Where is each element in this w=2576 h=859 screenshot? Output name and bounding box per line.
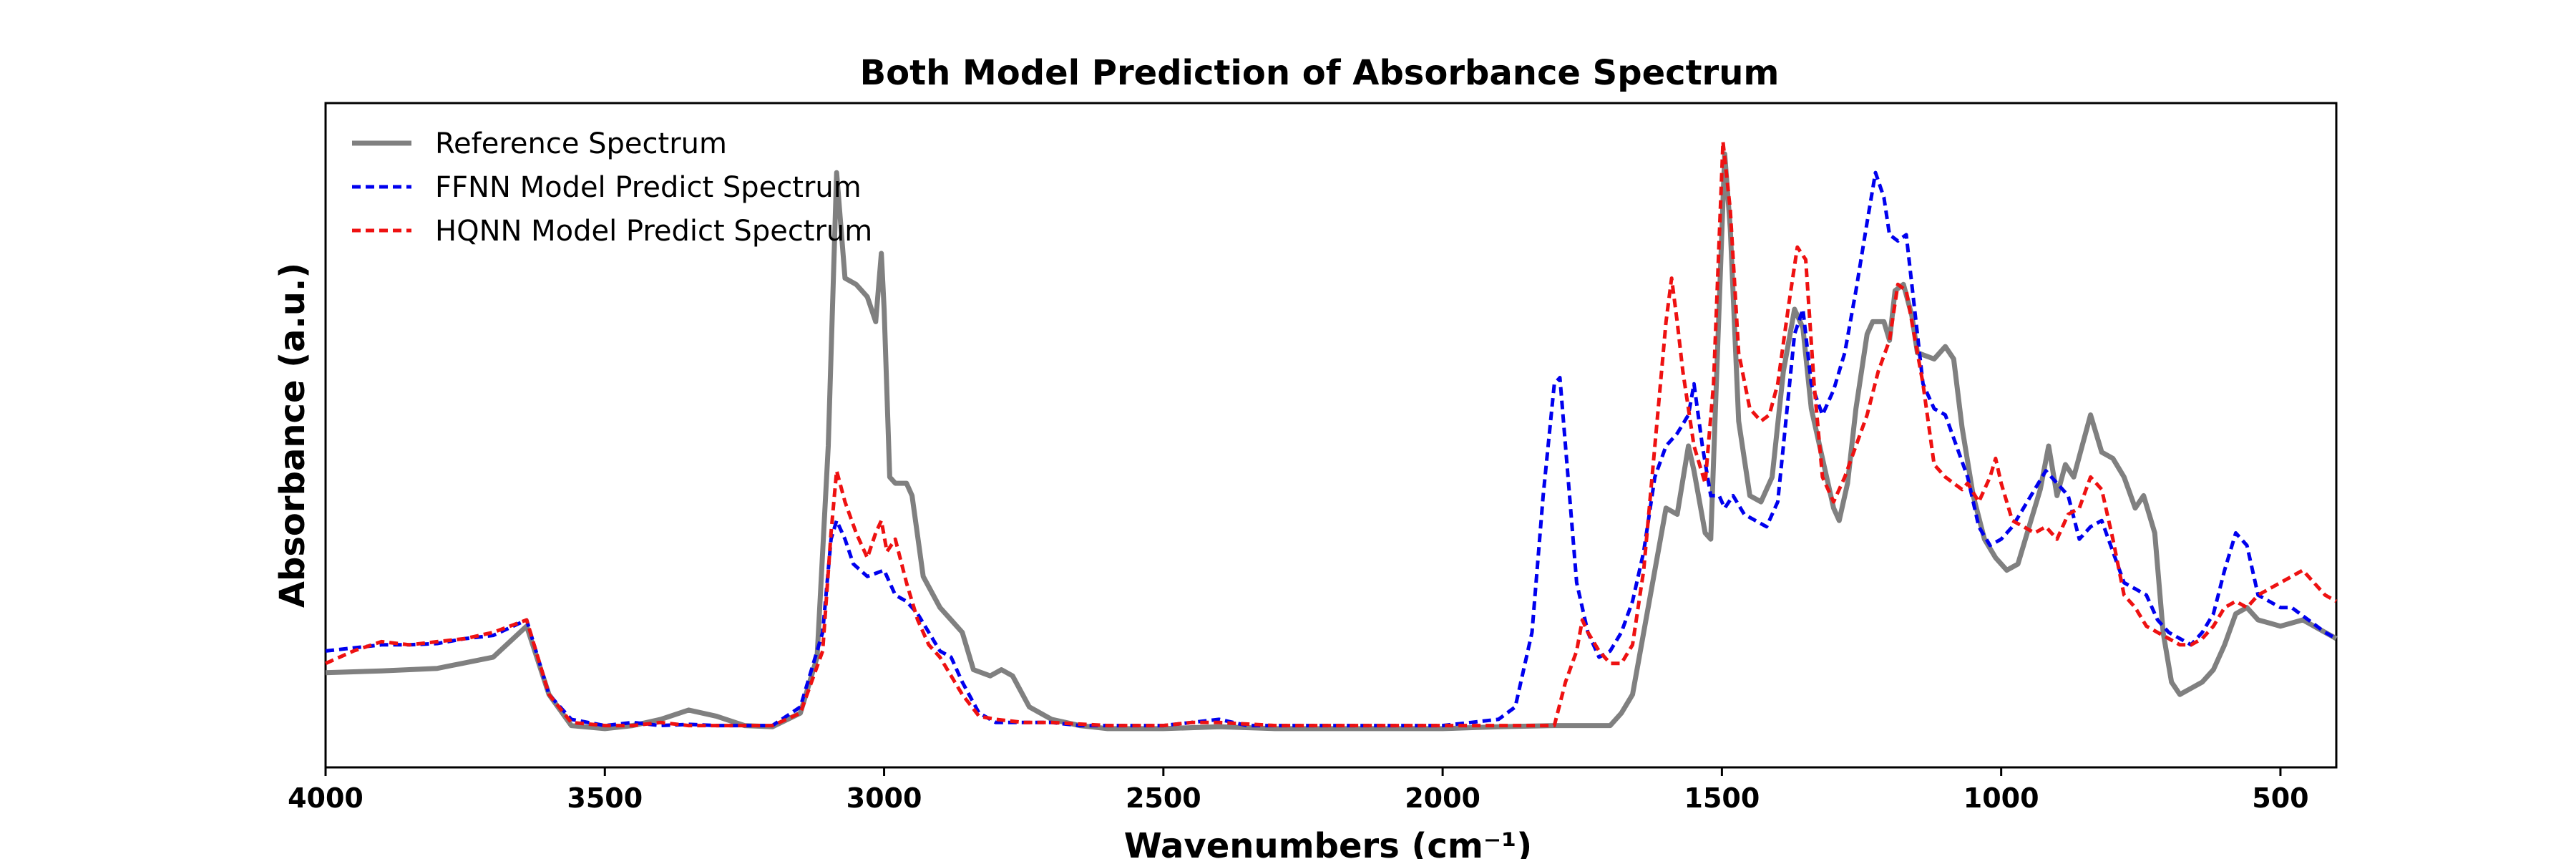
legend-label: HQNN Model Predict Spectrum — [435, 215, 872, 248]
x-tick-label: 2000 — [1405, 782, 1480, 814]
x-tick-label: 500 — [2252, 782, 2308, 814]
x-axis-label: Wavenumbers (cm⁻¹) — [1124, 826, 1532, 859]
chart-title: Both Model Prediction of Absorbance Spec… — [860, 53, 1780, 93]
series-line-1 — [325, 151, 2338, 732]
x-tick-label: 2500 — [1126, 782, 1201, 814]
y-axis-label: Absorbance (a.u.) — [273, 263, 313, 608]
series-line-3 — [324, 140, 2338, 728]
x-tick-label: 3000 — [847, 782, 922, 814]
legend-label: Reference Spectrum — [435, 127, 727, 160]
series-layer — [324, 140, 2338, 732]
legend: Reference Spectrum FFNN Model Predict Spe… — [352, 127, 872, 248]
x-tick-label: 1500 — [1684, 782, 1760, 814]
series-line-2 — [325, 170, 2338, 728]
x-tick-label: 4000 — [288, 782, 364, 814]
x-axis-ticks: 4000 3500 3000 2500 2000 1500 1000 500 — [288, 767, 2309, 814]
x-tick-label: 3500 — [567, 782, 643, 814]
plot-frame — [324, 102, 2338, 769]
x-tick-label: 1000 — [1963, 782, 2039, 814]
legend-label: FFNN Model Predict Spectrum — [435, 171, 862, 204]
